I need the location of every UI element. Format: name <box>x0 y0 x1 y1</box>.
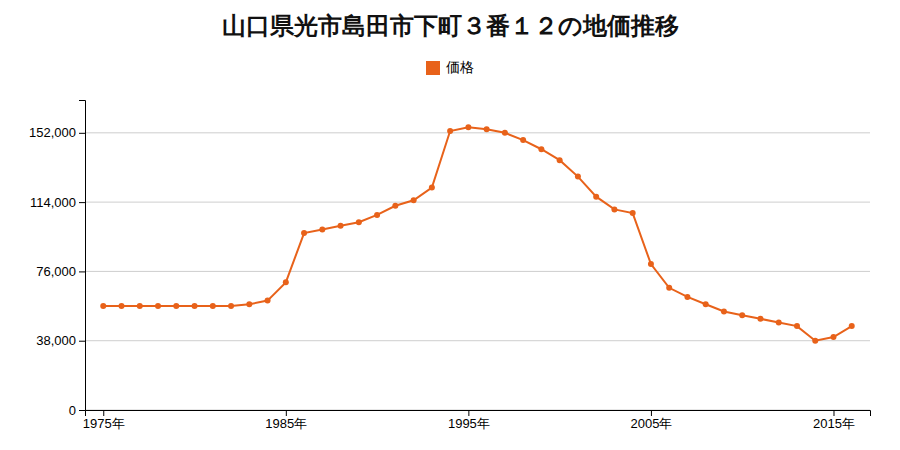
x-tick-mark <box>468 410 469 416</box>
marker <box>192 303 198 309</box>
grid <box>85 133 870 410</box>
x-tick-mark <box>286 410 287 416</box>
y-tick: 152,000 <box>29 125 85 140</box>
y-axis: 0 38,000 76,000 114,000 152,000 <box>29 101 86 418</box>
legend-swatch <box>426 61 440 75</box>
marker <box>246 301 252 307</box>
x-tick-mark <box>103 410 104 416</box>
marker <box>392 203 398 209</box>
grid-line <box>85 340 870 341</box>
marker <box>283 279 289 285</box>
marker <box>155 303 161 309</box>
marker <box>830 334 836 340</box>
x-tick: 2015年 <box>813 410 855 431</box>
marker <box>100 303 106 309</box>
marker <box>630 210 636 216</box>
plot-area: 0 38,000 76,000 114,000 152,000 1975年 1985年 199… <box>29 101 871 432</box>
legend-item: 価格 <box>426 59 474 75</box>
x-axis-line <box>86 411 871 417</box>
marker <box>757 316 763 322</box>
x-axis: 1975年 1985年 1995年 2005年 2015年 <box>83 410 871 431</box>
marker <box>739 312 745 318</box>
x-tick: 1985年 <box>265 410 307 431</box>
x-tick-label: 1995年 <box>448 416 490 431</box>
marker <box>265 298 271 304</box>
marker <box>557 157 563 163</box>
y-tick-mark <box>79 133 85 134</box>
grid-line <box>85 132 870 133</box>
marker <box>484 126 490 132</box>
marker <box>338 223 344 229</box>
marker <box>301 230 307 236</box>
marker <box>575 174 581 180</box>
y-axis-line <box>79 101 86 411</box>
x-tick-label: 2015年 <box>813 416 855 431</box>
y-tick-mark <box>79 410 85 411</box>
y-tick-label: 38,000 <box>36 333 76 348</box>
x-tick: 1995年 <box>448 410 490 431</box>
marks <box>100 124 854 343</box>
marker <box>228 303 234 309</box>
marker <box>502 130 508 136</box>
marker <box>538 146 544 152</box>
y-tick-mark <box>79 202 85 203</box>
y-tick-label: 152,000 <box>29 125 76 140</box>
legend: 価格 <box>426 59 474 75</box>
marker <box>429 185 435 191</box>
legend-label: 価格 <box>446 59 474 75</box>
y-tick-mark <box>79 341 85 342</box>
marker <box>520 137 526 143</box>
y-tick-label: 0 <box>69 403 76 418</box>
marker <box>721 309 727 315</box>
grid-line <box>85 202 870 203</box>
marker <box>703 301 709 307</box>
marker <box>849 323 855 329</box>
chart: 山口県光市島田市下町３番１２の地価推移 0 38,000 76,000 114,000 1… <box>0 0 900 450</box>
x-tick-label: 1985年 <box>265 416 307 431</box>
marker <box>447 128 453 134</box>
grid-line <box>85 271 870 272</box>
line <box>103 127 851 340</box>
marker <box>593 194 599 200</box>
marker <box>648 261 654 267</box>
marker <box>794 323 800 329</box>
marker <box>611 206 617 212</box>
y-tick-label: 76,000 <box>36 264 76 279</box>
x-tick: 1975年 <box>83 410 125 431</box>
x-tick: 2005年 <box>630 410 672 431</box>
marker <box>374 212 380 218</box>
marker <box>137 303 143 309</box>
y-tick-mark <box>79 271 85 272</box>
x-tick-label: 2005年 <box>630 416 672 431</box>
y-tick-label: 114,000 <box>30 195 76 210</box>
title: 山口県光市島田市下町３番１２の地価推移 <box>222 12 679 40</box>
marker <box>411 197 417 203</box>
marker <box>684 294 690 300</box>
marker <box>666 285 672 291</box>
marker <box>210 303 216 309</box>
marker <box>465 124 471 130</box>
marker <box>173 303 179 309</box>
marker <box>356 219 362 225</box>
x-tick-mark <box>651 410 652 416</box>
marker <box>319 226 325 232</box>
marker <box>776 319 782 325</box>
marker <box>119 303 125 309</box>
x-tick-mark <box>833 410 834 416</box>
marker <box>812 338 818 344</box>
x-tick-label: 1975年 <box>83 416 125 431</box>
y-tick: 114,000 <box>30 195 85 210</box>
y-tick: 38,000 <box>36 333 85 348</box>
y-tick: 76,000 <box>36 264 85 279</box>
